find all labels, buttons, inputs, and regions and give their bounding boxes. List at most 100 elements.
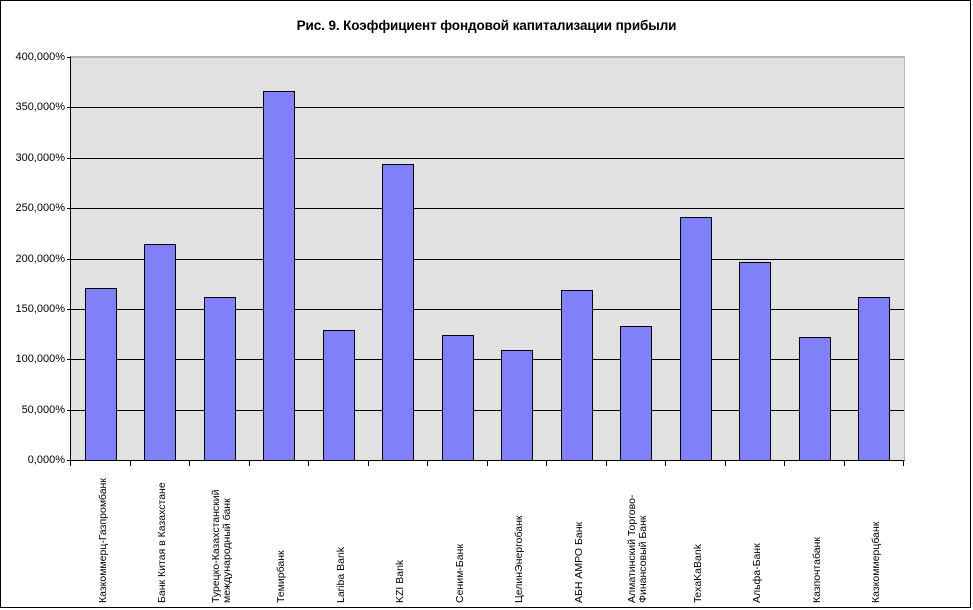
x-axis-tick-label-line: Финансовый Банк — [637, 515, 650, 603]
x-axis-labels: Казкоммерц-Газпромбанк Банк Китая в Казах… — [70, 467, 905, 607]
bar-slot — [785, 57, 845, 461]
y-axis-tick-label: 100,000% — [15, 353, 65, 366]
x-axis-tick-label-line: Казкоммерцбанк — [870, 521, 883, 603]
gridline — [71, 107, 904, 109]
x-axis-tick-label: TexaKaBank — [691, 544, 704, 603]
x-axis-tick-mark — [367, 461, 369, 466]
x-axis-tick-mark — [843, 461, 845, 466]
x-axis-tick-mark — [129, 461, 131, 466]
bar[interactable] — [203, 296, 236, 461]
x-axis-tick-mark — [665, 461, 666, 466]
gridline — [71, 57, 904, 58]
x-axis-tick-label-line: Альфа-Банк — [751, 543, 764, 603]
bar[interactable] — [679, 217, 712, 461]
x-axis-tick-label: Альфа-Банк — [751, 543, 764, 603]
x-axis-ticks — [70, 461, 905, 467]
y-axis-tick-label: 0,000% — [27, 454, 65, 466]
x-axis-tick-mark — [70, 461, 71, 466]
x-axis-tick-mark — [308, 461, 309, 466]
x-axis-tick-mark — [546, 461, 547, 466]
x-axis-tick-mark — [189, 461, 190, 466]
bar-slot — [607, 57, 667, 461]
bar-slot — [845, 57, 905, 461]
x-axis-tick-mark — [724, 461, 726, 466]
x-axis-label-slot: Банк Китая в Казахстане — [130, 467, 190, 607]
bar[interactable] — [263, 91, 296, 461]
y-axis-tick-label: 250,000% — [15, 202, 65, 215]
x-axis-tick-label-line: Банк Китая в Казахстане — [156, 482, 169, 603]
y-axis-tick-mark — [67, 308, 71, 310]
y-axis-tick-label: 200,000% — [15, 252, 65, 265]
y-axis-tick-label: 350,000% — [15, 101, 65, 114]
bar-slot — [666, 57, 726, 461]
bar-slot — [71, 57, 131, 461]
x-axis-tick-label: KZI Bank — [394, 559, 407, 603]
y-axis-tick-label: 400,000% — [15, 51, 65, 63]
x-axis-tick-label-line: Темирбанк — [275, 550, 288, 603]
gridline — [71, 409, 904, 411]
bar[interactable] — [620, 326, 653, 461]
bar[interactable] — [501, 350, 534, 461]
y-axis-tick-mark — [67, 208, 71, 210]
bar-slot — [309, 57, 369, 461]
x-axis-label-slot: Турецко-Казахстанский международный банк — [189, 467, 249, 607]
x-axis-tick-label: ЦелинЭнергобанк — [513, 515, 526, 603]
bar[interactable] — [84, 287, 117, 461]
bar[interactable] — [322, 330, 355, 461]
bar[interactable] — [441, 335, 474, 461]
bar[interactable] — [858, 296, 891, 461]
bar-slot — [250, 57, 310, 461]
x-axis-tick-label-line: Казкоммерц-Газпромбанк — [96, 478, 109, 603]
x-axis-tick-label: Алматинский Торгово- Финансовый Банк — [626, 495, 650, 603]
x-axis-label-slot: Казкоммерцбанк — [844, 467, 904, 607]
x-axis-tick-label-line: TexaKaBank — [691, 544, 704, 603]
y-axis-tick-label: 50,000% — [21, 403, 65, 416]
x-axis-tick-label: Lariba Bank — [334, 546, 347, 603]
gridline — [71, 157, 904, 159]
x-axis-tick-mark — [903, 461, 904, 466]
x-axis-label-slot: ЦелинЭнергобанк — [487, 467, 547, 607]
x-axis-tick-label-line: ЦелинЭнергобанк — [513, 515, 526, 603]
x-axis-tick-label-line: АБН АМРО Банк — [572, 521, 585, 603]
x-axis-label-slot: TexaKaBank — [665, 467, 725, 607]
y-axis-tick-mark — [67, 359, 71, 361]
bar[interactable] — [560, 289, 593, 461]
x-axis-tick-label-line: Сеним-Банк — [453, 544, 466, 603]
x-axis-tick-label: Казкоммерцбанк — [870, 521, 883, 603]
x-axis-label-slot: Казпочтабанк — [784, 467, 844, 607]
y-axis-tick-mark — [67, 460, 71, 461]
gridline — [71, 460, 904, 461]
x-axis-tick-label-line: KZI Bank — [394, 559, 407, 603]
x-axis-tick-label: Казпочтабанк — [811, 537, 823, 603]
gridline — [71, 258, 904, 260]
x-axis-tick-label: Темирбанк — [275, 550, 288, 603]
x-axis-tick-label: АБН АМРО Банк — [572, 521, 585, 603]
x-axis-label-slot: KZI Bank — [368, 467, 428, 607]
bar-slot — [488, 57, 548, 461]
bar[interactable] — [798, 337, 831, 461]
x-axis-tick-label: Казкоммерц-Газпромбанк — [96, 478, 109, 603]
x-axis-tick-mark — [248, 461, 250, 466]
bar-slot — [726, 57, 786, 461]
y-axis-tick-mark — [67, 57, 71, 58]
x-axis-label-slot: Темирбанк — [249, 467, 309, 607]
bar[interactable] — [739, 261, 772, 461]
y-axis-tick-mark — [67, 409, 71, 411]
x-axis-tick-label-line: Lariba Bank — [334, 546, 347, 603]
y-axis-tick-label: 300,000% — [15, 151, 65, 164]
x-axis-tick-label-line: международный банк — [220, 498, 233, 603]
bars-layer — [71, 57, 904, 461]
x-axis-tick-mark — [784, 461, 785, 466]
y-axis-tick-mark — [67, 258, 71, 260]
bar[interactable] — [382, 163, 415, 461]
bar-slot — [190, 57, 250, 461]
bar-slot — [547, 57, 607, 461]
bar[interactable] — [144, 244, 177, 461]
x-axis-label-slot: Сеним-Банк — [427, 467, 487, 607]
x-axis-label-slot: Lariba Bank — [308, 467, 368, 607]
x-axis-tick-label: Турецко-Казахстанский международный банк — [210, 490, 233, 603]
x-axis-tick-mark — [486, 461, 488, 466]
x-axis-tick-label: Банк Китая в Казахстане — [156, 482, 169, 603]
x-axis-label-slot: Алматинский Торгово- Финансовый Банк — [606, 467, 666, 607]
x-axis-tick-label: Сеним-Банк — [453, 544, 466, 603]
